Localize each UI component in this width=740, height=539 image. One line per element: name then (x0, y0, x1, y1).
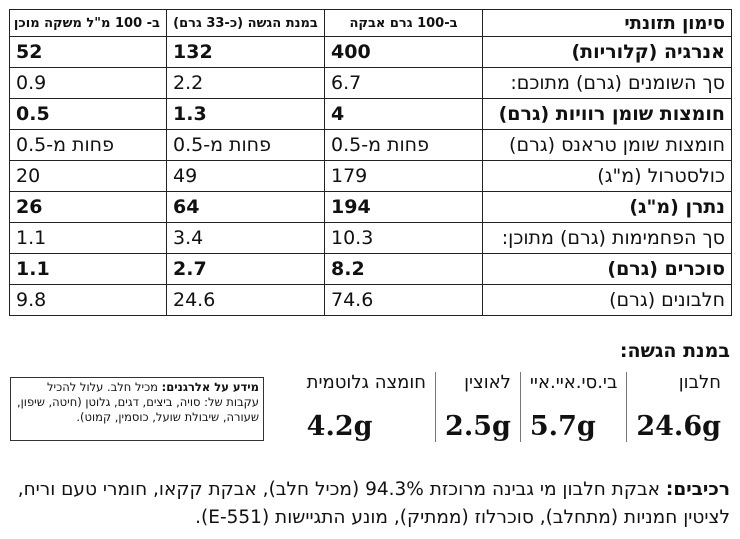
header-per-100ml: ב- 100 מ"ל משקה מוכן ע"ב מים (9, 9, 167, 37)
badge-protein: חלבון 24.6g (626, 372, 730, 442)
badge-label: בי.סי.איי.איי (529, 372, 618, 393)
row-value: 179 (324, 160, 483, 192)
row-value: 0.9 (9, 67, 167, 99)
badge-value: 2.5g (445, 411, 511, 442)
row-value: 1.1 (9, 222, 167, 254)
row-value: 64 (166, 191, 325, 223)
row-value: 1.1 (9, 253, 167, 285)
row-label: חומצות שומן טראנס (גרם) (482, 129, 732, 161)
badge-label: חלבון (678, 372, 721, 393)
row-value: 49 (166, 160, 325, 192)
table-row: חלבונים (גרם) 74.6 24.6 9.8 (9, 284, 732, 316)
row-value: 2.7 (166, 253, 325, 285)
ingredients-heading: רכיבים: (665, 479, 730, 500)
header-label: סימון תזונתי (482, 9, 732, 37)
badge-value: 24.6g (636, 411, 721, 442)
row-value: 4 (324, 98, 483, 130)
badge-leucine: לאוצין 2.5g (435, 372, 520, 442)
row-value: 74.6 (324, 284, 483, 316)
badge-label: לאוצין (464, 372, 511, 393)
row-label: חומצות שומן רוויות (גרם) (482, 98, 732, 130)
badge-bcaa: בי.סי.איי.איי 5.7g (519, 372, 626, 442)
row-value: 1.3 (166, 98, 325, 130)
table-row: סך השומנים (גרם) מתוכם: 6.7 2.2 0.9 (9, 67, 732, 99)
row-value: פחות מ-0.5 (324, 129, 483, 161)
row-value: 26 (9, 191, 167, 223)
table-row: חומצות שומן טראנס (גרם) פחות מ-0.5 פחות מ-… (9, 129, 732, 161)
allergen-box: מידע על אלרגנים: מכיל חלב. עלול להכיל עק… (10, 377, 264, 441)
row-value: 0.5 (9, 98, 167, 130)
header-per-100g: ב-100 גרם אבקה (324, 9, 483, 37)
row-value: 8.2 (324, 253, 483, 285)
row-value: 9.8 (9, 284, 167, 316)
table-row: סוכרים (גרם) 8.2 2.7 1.1 (9, 253, 732, 285)
row-value: 3.4 (166, 222, 325, 254)
row-value: פחות מ-0.5 (9, 129, 167, 161)
badge-value: 5.7g (529, 411, 596, 442)
serving-badges: חלבון 24.6g בי.סי.איי.איי 5.7g לאוצין 2.… (298, 372, 730, 442)
row-label: סך השומנים (גרם) מתוכם: (482, 67, 732, 99)
row-label: סוכרים (גרם) (482, 253, 732, 285)
row-value: פחות מ-0.5 (166, 129, 325, 161)
row-label: אנרגיה (קלוריות) (482, 36, 732, 68)
badge-label: חומצה גלוטמית (306, 372, 427, 393)
row-label: כולסטרול (מ"ג) (482, 160, 732, 192)
row-label: נתרן (מ"ג) (482, 191, 732, 223)
table-row: אנרגיה (קלוריות) 400 132 52 (9, 36, 732, 68)
table-row: נתרן (מ"ג) 194 64 26 (9, 191, 732, 223)
badge-glutamic-acid: חומצה גלוטמית 4.2g (298, 372, 435, 442)
row-label: סך הפחמימות (גרם) מתוכן: (482, 222, 732, 254)
header-per-serving: במנת הגשה (כ-33 גרם) (166, 9, 325, 37)
table-row: חומצות שומן רוויות (גרם) 4 1.3 0.5 (9, 98, 732, 130)
allergen-heading: מידע על אלרגנים: (161, 380, 259, 394)
table-header-row: סימון תזונתי ב-100 גרם אבקה במנת הגשה (כ… (9, 9, 732, 37)
row-value: 20 (9, 160, 167, 192)
row-label: חלבונים (גרם) (482, 284, 732, 316)
row-value: 52 (9, 36, 167, 68)
row-value: 24.6 (166, 284, 325, 316)
ingredients-text: אבקת חלבון מי גבינה מרוכזת 94.3% (מכיל ח… (17, 479, 730, 528)
serving-title: במנת הגשה: (619, 340, 730, 362)
row-value: 6.7 (324, 67, 483, 99)
nutrition-table: סימון תזונתי ב-100 גרם אבקה במנת הגשה (כ… (9, 9, 732, 316)
allergen-text: מכיל חלב. עלול להכיל עקבות של: סויה, ביצ… (17, 380, 259, 424)
row-value: 400 (324, 36, 483, 68)
row-value: 2.2 (166, 67, 325, 99)
table-row: כולסטרול (מ"ג) 179 49 20 (9, 160, 732, 192)
table-row: סך הפחמימות (גרם) מתוכן: 10.3 3.4 1.1 (9, 222, 732, 254)
row-value: 194 (324, 191, 483, 223)
row-value: 132 (166, 36, 325, 68)
badge-value: 4.2g (306, 411, 373, 442)
row-value: 10.3 (324, 222, 483, 254)
ingredients: רכיבים: אבקת חלבון מי גבינה מרוכזת 94.3%… (8, 476, 730, 532)
